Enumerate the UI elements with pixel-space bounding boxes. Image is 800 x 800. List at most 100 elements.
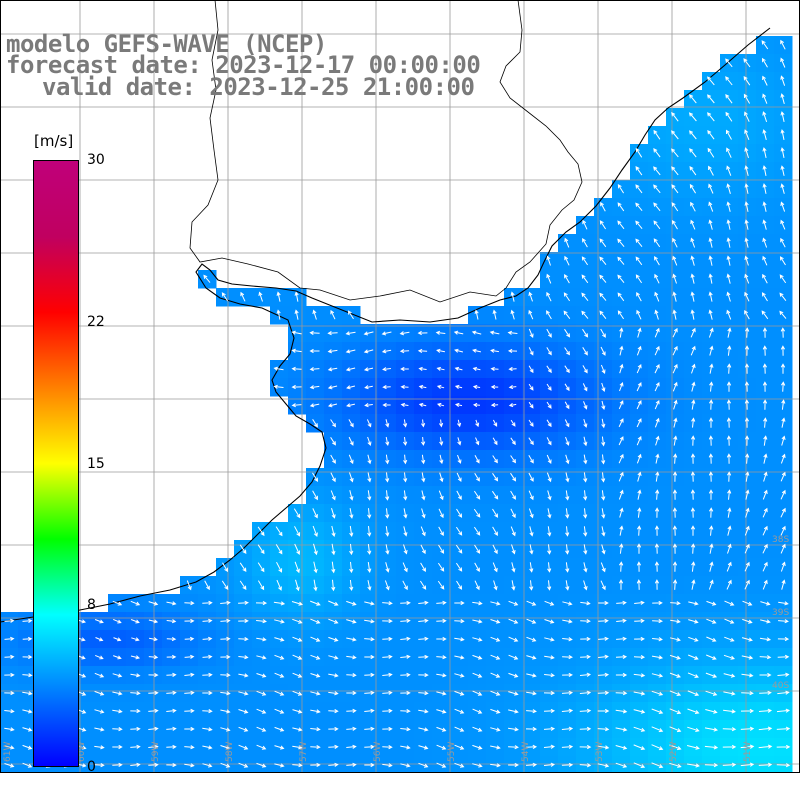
wind-arrow <box>744 525 750 536</box>
wind-arrow <box>528 347 534 356</box>
wind-arrow <box>438 544 445 554</box>
wind-arrow <box>346 385 356 390</box>
wind-arrow <box>671 111 679 122</box>
wind-arrow <box>436 348 445 353</box>
wind-arrow <box>367 472 372 483</box>
wind-arrow <box>471 330 482 335</box>
wind-arrow <box>740 762 755 767</box>
wind-arrow <box>418 654 429 660</box>
wind-arrow <box>671 148 679 158</box>
wind-arrow <box>220 618 231 623</box>
wind-arrow <box>345 367 356 372</box>
wind-arrow <box>475 437 480 446</box>
wind-arrow <box>777 672 790 677</box>
wind-arrow <box>726 363 732 374</box>
wind-arrow <box>382 636 393 642</box>
wind-arrow <box>727 525 732 536</box>
wind-arrow <box>166 762 177 768</box>
wind-arrow <box>708 453 714 464</box>
wind-arrow <box>292 618 303 624</box>
wind-arrow <box>184 708 195 714</box>
wind-arrow <box>453 330 464 335</box>
wind-arrow <box>724 600 735 606</box>
wind-arrow <box>346 690 357 696</box>
wind-arrow <box>202 727 213 732</box>
wind-arrow <box>291 403 302 408</box>
wind-arrow <box>346 726 357 731</box>
wind-arrow <box>762 219 767 230</box>
wind-arrow <box>112 726 123 732</box>
wind-arrow <box>292 745 303 750</box>
wind-arrow <box>418 402 427 407</box>
wind-arrow <box>597 690 610 696</box>
wind-arrow <box>722 762 737 767</box>
wind-arrow <box>94 745 105 750</box>
wind-arrow <box>726 435 732 446</box>
wind-arrow <box>744 219 749 230</box>
wind-arrow <box>581 274 589 284</box>
wind-arrow <box>564 328 571 338</box>
wind-arrow <box>744 345 750 356</box>
wind-arrow <box>745 489 750 500</box>
wind-arrow <box>762 399 768 410</box>
wind-arrow <box>637 327 642 338</box>
wind-arrow <box>510 455 516 464</box>
wind-arrow <box>492 526 498 536</box>
wind-arrow <box>636 345 642 356</box>
wind-arrow <box>615 654 628 660</box>
wind-arrow <box>256 690 267 696</box>
wind-arrow <box>780 93 785 105</box>
wind-arrow <box>690 255 695 266</box>
wind-arrow <box>781 399 786 410</box>
latitude-label: 39S <box>772 608 789 618</box>
wind-arrow <box>669 654 681 660</box>
wind-arrow <box>328 618 339 624</box>
wind-arrow <box>688 601 699 606</box>
wind-arrow <box>313 561 318 574</box>
wind-arrow <box>780 363 786 374</box>
wind-arrow <box>346 637 357 642</box>
wind-arrow <box>651 762 664 769</box>
country-border <box>189 0 583 303</box>
wind-arrow <box>276 291 281 302</box>
wind-arrow <box>330 419 336 428</box>
wind-arrow <box>672 309 677 320</box>
wind-arrow <box>762 165 767 176</box>
wind-arrow <box>725 58 733 68</box>
wind-arrow <box>492 437 498 446</box>
wind-arrow <box>708 273 713 284</box>
wind-arrow <box>564 365 570 374</box>
wind-arrow <box>95 654 104 660</box>
wind-arrow <box>547 562 552 573</box>
wind-arrow <box>528 383 534 391</box>
wind-arrow <box>618 489 624 500</box>
wind-arrow <box>418 672 429 678</box>
wind-arrow <box>758 762 773 767</box>
wind-arrow <box>364 744 375 750</box>
wind-arrow <box>672 255 678 266</box>
wind-arrow <box>672 543 678 554</box>
wind-arrow <box>328 636 339 642</box>
wind-arrow <box>727 507 732 518</box>
wind-arrow <box>130 744 141 749</box>
wind-arrow <box>328 403 338 408</box>
wind-arrow <box>654 256 660 266</box>
wind-arrow <box>331 543 336 556</box>
longitude-label: 58W <box>225 742 235 762</box>
wind-arrow <box>723 654 735 660</box>
wind-arrow <box>346 762 357 767</box>
wind-arrow <box>274 745 285 750</box>
wind-arrow <box>740 726 755 731</box>
wind-arrow <box>202 672 213 678</box>
wind-arrow <box>636 435 642 446</box>
wind-arrow <box>762 489 768 500</box>
wind-arrow <box>654 327 660 338</box>
wind-arrow <box>651 673 664 678</box>
wind-arrow <box>617 292 625 302</box>
wind-arrow <box>706 618 717 624</box>
wind-arrow <box>616 600 627 605</box>
wind-arrow <box>564 401 570 410</box>
wind-arrow <box>601 454 606 465</box>
wind-arrow <box>690 219 696 230</box>
wind-arrow <box>417 348 428 354</box>
